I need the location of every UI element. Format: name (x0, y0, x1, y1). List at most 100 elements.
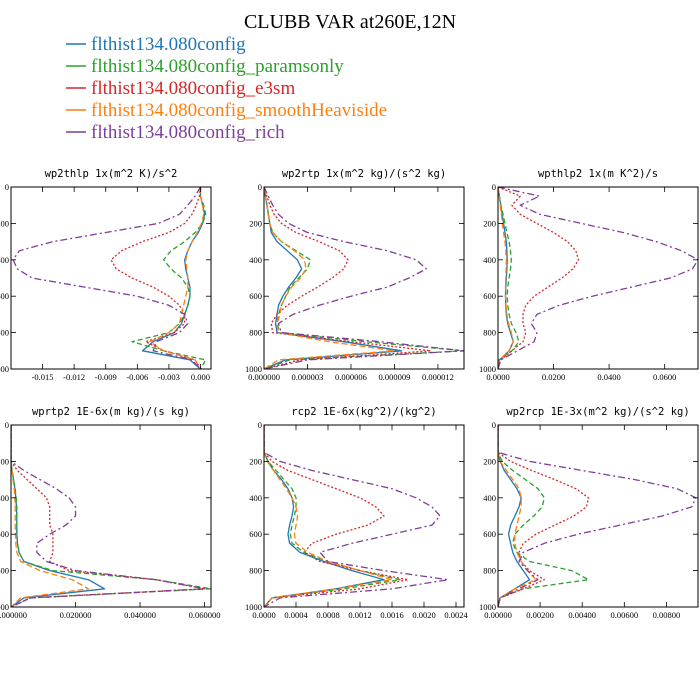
y-tick-label: 600 (483, 291, 496, 301)
plot-frame (10, 186, 212, 370)
x-tick-label: 0.0024 (444, 610, 468, 620)
x-tick-label: 0.0000 (252, 610, 275, 620)
legend-entry: flthist134.080config_paramsonly (66, 56, 344, 77)
x-tick-label: 0.040000 (124, 610, 156, 620)
y-tick-label: 0 (492, 420, 496, 430)
x-tick-label: 0.0004 (284, 610, 308, 620)
y-tick-label: 1000 (479, 364, 496, 374)
x-tick-label: -0.015 (32, 372, 54, 382)
plot-frame (10, 424, 212, 608)
series-line (498, 425, 590, 607)
x-tick-label: -0.009 (95, 372, 117, 382)
x-tick-label: 0.000000 (0, 610, 27, 620)
figure-title: CLUBB VAR at260E,12N (244, 11, 456, 33)
y-tick-label: 1000 (245, 602, 262, 612)
x-tick-label: 0.00000 (484, 610, 512, 620)
x-tick-label: 0.00800 (653, 610, 681, 620)
series-line (131, 187, 207, 369)
series-line (498, 187, 698, 369)
y-tick-label: 800 (483, 566, 496, 576)
series-line (264, 187, 432, 369)
series-line (498, 187, 514, 369)
y-tick-label: 200 (483, 218, 496, 228)
x-tick-label: 0.00200 (526, 610, 554, 620)
panels: wp2thlp 1x(m^2 K)/s^2 0 200 400 600 800 1000 -0… (0, 168, 699, 620)
x-tick-label: 0.00400 (568, 610, 596, 620)
y-tick-label: 800 (0, 566, 9, 576)
chart-panel: wp2rcp 1E-3x(m^2 kg)/(s^2 kg) 0 200 400 600 8… (479, 406, 699, 620)
x-tick-label: 0.000003 (292, 372, 324, 382)
series-line (264, 425, 393, 607)
series-line (264, 187, 464, 369)
chart-panel: wp2thlp 1x(m^2 K)/s^2 0 200 400 600 800 1000 -0… (0, 168, 212, 382)
y-tick-label: 400 (0, 493, 9, 503)
legend-entry: flthist134.080config (66, 34, 246, 55)
x-tick-label: 0.0020 (412, 610, 435, 620)
series-line (11, 425, 106, 607)
series-line (264, 425, 385, 607)
legend-label: flthist134.080config_e3sm (91, 78, 295, 99)
legend-label: flthist134.080config_smoothHeaviside (91, 100, 387, 121)
y-tick-label: 200 (249, 218, 262, 228)
y-tick-label: 200 (0, 456, 9, 466)
x-tick-label: 0.0400 (597, 372, 620, 382)
plot-frame (263, 424, 465, 608)
x-tick-label: 0.000012 (422, 372, 454, 382)
y-tick-label: 1000 (479, 602, 496, 612)
y-tick-label: 400 (0, 255, 9, 265)
x-tick-label: 0.0200 (542, 372, 565, 382)
y-tick-label: 0 (258, 182, 262, 192)
x-tick-label: 0.000000 (248, 372, 280, 382)
x-tick-label: 0.000009 (378, 372, 410, 382)
x-tick-label: -0.006 (126, 372, 148, 382)
legend-entry: flthist134.080config_e3sm (66, 78, 295, 99)
legend-label: flthist134.080config (91, 34, 246, 55)
y-tick-label: 0 (5, 182, 9, 192)
series-line (141, 187, 206, 369)
y-tick-label: 200 (483, 456, 496, 466)
y-tick-label: 800 (483, 328, 496, 338)
x-tick-label: 0.060000 (189, 610, 221, 620)
y-tick-label: 800 (249, 566, 262, 576)
y-tick-label: 600 (0, 529, 9, 539)
y-tick-label: 400 (483, 255, 496, 265)
chart-panel: wp2rtp 1x(m^2 kg)/(s^2 kg) 0 200 400 600 800 1… (245, 168, 465, 382)
series-line (11, 425, 90, 607)
y-tick-label: 400 (483, 493, 496, 503)
series-line (264, 425, 449, 607)
plot-frame (263, 186, 465, 370)
x-tick-label: 0.0000 (486, 372, 509, 382)
chart-panel: wprtp2 1E-6x(m kg)/(s kg) 0 200 400 600 800 10… (0, 406, 220, 620)
series-line (264, 187, 464, 369)
y-tick-label: 0 (5, 420, 9, 430)
x-tick-label: 0.00600 (611, 610, 639, 620)
legend-label: flthist134.080config_paramsonly (91, 56, 344, 77)
y-tick-label: 0 (492, 182, 496, 192)
series-line (264, 425, 401, 607)
panel-title: wp2thlp 1x(m^2 K)/s^2 (45, 168, 178, 180)
legend-entry: flthist134.080config_rich (66, 122, 285, 143)
x-tick-label: 0.0016 (380, 610, 403, 620)
series-line (498, 187, 580, 369)
plot-frame (497, 424, 699, 608)
y-tick-label: 600 (249, 291, 262, 301)
series-line (498, 425, 537, 607)
chart-panel: rcp2 1E-6x(kg^2)/(kg^2) 0 200 400 600 800 1000… (245, 406, 468, 620)
series-line (11, 425, 211, 607)
series-line (110, 187, 202, 369)
panel-title: rcp2 1E-6x(kg^2)/(kg^2) (291, 406, 436, 418)
series-line (11, 425, 206, 607)
y-tick-label: 0 (258, 420, 262, 430)
y-tick-label: 800 (0, 328, 9, 338)
series-line (264, 425, 409, 607)
y-tick-label: 1000 (245, 364, 262, 374)
x-tick-label: 0.0008 (316, 610, 339, 620)
chart-panel: wpthlp2 1x(m K^2)/s 0 200 400 600 800 10000.00… (479, 168, 699, 382)
y-tick-label: 1000 (0, 364, 9, 374)
x-tick-label: 0.0012 (348, 610, 371, 620)
series-line (498, 425, 590, 607)
plot-frame (497, 186, 699, 370)
x-tick-label: 0.020000 (60, 610, 92, 620)
y-tick-label: 600 (0, 291, 9, 301)
